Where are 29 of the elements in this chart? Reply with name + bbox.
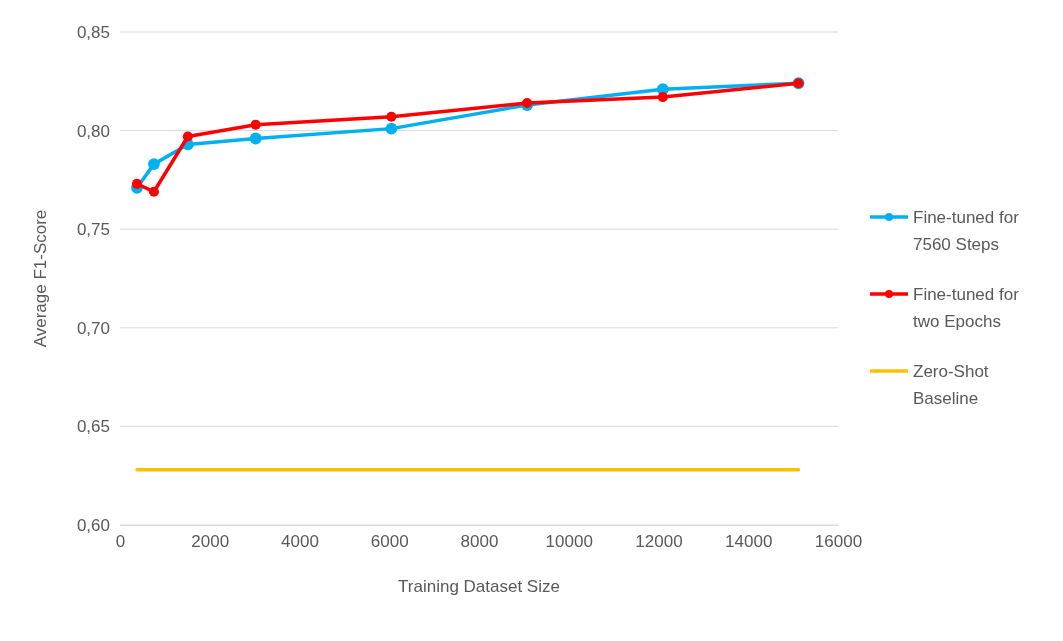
legend-label: Fine-tuned for two Epochs — [913, 285, 1020, 331]
y-tick-label: 0,60 — [76, 515, 110, 535]
x-tick-label: 10000 — [545, 532, 593, 552]
x-tick-label: 14000 — [725, 532, 773, 552]
x-axis-title: Training Dataset Size — [398, 577, 560, 596]
point — [249, 132, 262, 145]
point — [657, 92, 668, 103]
point — [250, 119, 261, 130]
point — [148, 158, 160, 171]
y-tick-label: 0,70 — [76, 318, 110, 338]
y-axis-title: Average F1-Score — [31, 209, 50, 348]
point — [131, 178, 143, 189]
x-tick-label: 2000 — [191, 532, 230, 552]
legend-label: Fine-tuned for 7560 Steps — [913, 208, 1020, 254]
x-tick-label: 8000 — [460, 532, 499, 552]
x-tick-label: 16000 — [814, 532, 863, 552]
y-tick-label: 0,85 — [76, 22, 110, 42]
x-tick-label: 0 — [115, 532, 126, 552]
point — [148, 186, 159, 197]
x-tick-label: 6000 — [370, 532, 409, 552]
x-tick-label: 12000 — [635, 532, 683, 552]
y-tick-label: 0,75 — [76, 220, 110, 240]
y-tick-label: 0,65 — [76, 417, 110, 437]
y-tick-label: 0,80 — [76, 121, 110, 141]
x-tick-label: 4000 — [281, 532, 319, 552]
point — [182, 131, 193, 142]
legend-label: Zero-Shot Baseline — [913, 362, 989, 408]
point — [386, 111, 397, 122]
point — [385, 122, 398, 135]
